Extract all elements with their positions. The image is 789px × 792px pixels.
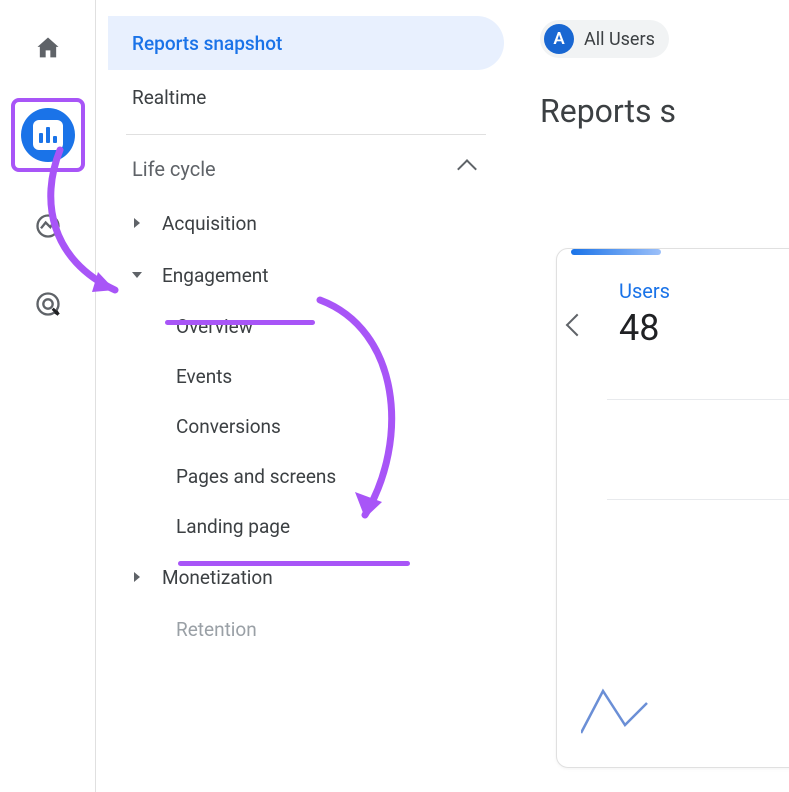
nav-engagement-landing-page[interactable]: Landing page <box>108 501 504 551</box>
sparkline-chart <box>581 673 701 743</box>
reports-icon-highlight-box <box>11 98 85 172</box>
home-icon[interactable] <box>24 24 72 72</box>
chevron-up-icon <box>457 159 477 179</box>
card-divider <box>607 399 789 400</box>
card-divider <box>607 499 789 500</box>
annotation-underline-pages-and-screens <box>178 561 410 566</box>
nav-retention[interactable]: Retention <box>108 603 504 655</box>
caret-right-icon <box>134 218 140 228</box>
metric-value: 48 <box>619 307 789 349</box>
page-title: Reports s <box>540 92 789 130</box>
nav-engagement-pages-and-screens[interactable]: Pages and screens <box>108 451 504 501</box>
nav-engagement-overview[interactable]: Overview <box>108 301 504 351</box>
main-content: A All Users Reports s Users 48 <box>516 0 789 792</box>
bar-chart-icon <box>33 120 63 150</box>
metric-label: Users <box>619 279 789 303</box>
card-progress-indicator <box>571 249 661 255</box>
nav-realtime[interactable]: Realtime <box>108 70 504 124</box>
annotation-underline-engagement <box>165 320 315 325</box>
nav-engagement-label: Engagement <box>162 264 269 287</box>
nav-engagement[interactable]: Engagement <box>108 249 504 301</box>
caret-right-icon <box>134 572 140 582</box>
explore-icon[interactable] <box>24 202 72 250</box>
section-label: Life cycle <box>132 157 216 181</box>
nav-engagement-events[interactable]: Events <box>108 351 504 401</box>
nav-reports-snapshot[interactable]: Reports snapshot <box>108 16 504 70</box>
nav-engagement-conversions[interactable]: Conversions <box>108 401 504 451</box>
nav-monetization-label: Monetization <box>162 566 273 589</box>
audience-badge-icon: A <box>544 24 574 54</box>
left-icon-rail <box>0 0 96 792</box>
nav-acquisition-label: Acquisition <box>162 212 257 235</box>
metrics-card: Users 48 <box>556 248 789 768</box>
reports-icon[interactable] <box>21 108 75 162</box>
nav-acquisition[interactable]: Acquisition <box>108 197 504 249</box>
audience-label: All Users <box>584 29 655 50</box>
nav-monetization[interactable]: Monetization <box>108 551 504 603</box>
audience-chip[interactable]: A All Users <box>540 20 669 58</box>
divider <box>126 134 486 135</box>
reports-nav-panel: Reports snapshot Realtime Life cycle Acq… <box>96 0 516 792</box>
advertising-icon[interactable] <box>24 280 72 328</box>
caret-down-icon <box>132 272 142 278</box>
nav-section-life-cycle[interactable]: Life cycle <box>108 141 504 197</box>
